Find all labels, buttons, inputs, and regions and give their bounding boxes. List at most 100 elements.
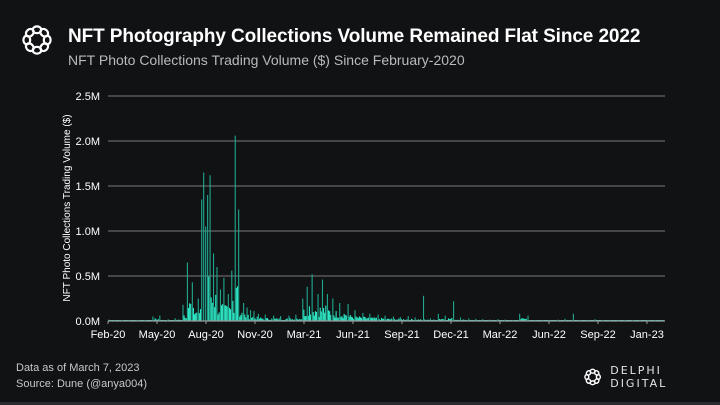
volume-bar <box>229 309 232 321</box>
volume-bar <box>411 318 413 321</box>
volume-bar <box>177 319 179 321</box>
volume-bar <box>523 318 525 321</box>
volume-bar <box>192 307 194 321</box>
volume-bar <box>323 307 325 321</box>
volume-bar <box>433 319 435 321</box>
volume-bar <box>275 318 277 321</box>
volume-bar <box>520 319 522 321</box>
volume-bar <box>299 319 301 321</box>
volume-bar <box>444 315 446 321</box>
volume-bar <box>224 305 226 321</box>
volume-bar <box>366 318 368 321</box>
volume-bar <box>254 318 256 321</box>
volume-bar <box>437 313 439 321</box>
volume-bar <box>339 303 341 321</box>
volume-bar <box>388 319 391 321</box>
volume-bar <box>278 318 280 321</box>
volume-bar <box>311 274 313 321</box>
volume-bar <box>350 316 352 321</box>
volume-bar <box>231 270 233 321</box>
volume-bar <box>205 226 207 321</box>
x-tick-label: Aug-20 <box>188 329 223 341</box>
volume-bar <box>557 319 559 321</box>
volume-bar <box>351 317 354 321</box>
volume-bar <box>251 317 253 321</box>
volume-bar <box>459 317 462 321</box>
volume-bar <box>286 318 288 321</box>
volume-bar <box>329 311 331 321</box>
volume-bar <box>220 305 223 321</box>
volume-bar <box>190 303 192 321</box>
volume-bar <box>253 311 255 321</box>
volume-bar <box>306 286 308 321</box>
volume-bar <box>309 314 312 321</box>
volume-bar <box>497 319 499 321</box>
volume-bar <box>394 319 396 321</box>
x-tick-label: Sep-21 <box>384 329 419 341</box>
volume-bar <box>356 317 358 321</box>
volume-bar <box>276 318 278 321</box>
volume-bar <box>391 318 393 321</box>
volume-bar <box>236 286 238 321</box>
volume-bar <box>214 307 216 321</box>
volume-bar <box>243 303 245 321</box>
volume-bar <box>438 319 440 321</box>
volume-bar <box>233 312 235 321</box>
volume-bar <box>321 279 324 321</box>
volume-bar <box>441 319 443 321</box>
volume-bar <box>359 317 362 321</box>
volume-bar <box>386 318 388 321</box>
volume-bar <box>232 300 234 321</box>
volume-bar <box>371 317 373 321</box>
volume-bar <box>318 316 320 321</box>
brand-name: DELPHI DIGITAL <box>610 364 668 390</box>
y-tick-label: 2.5M <box>76 91 100 103</box>
data-date-note: Data as of March 7, 2023 <box>16 362 140 374</box>
volume-bar <box>400 319 403 321</box>
y-tick-label: 1.5M <box>76 181 100 193</box>
volume-bar <box>244 314 246 321</box>
volume-bar <box>462 319 464 321</box>
grid-lines <box>108 95 665 277</box>
volume-bar <box>319 307 321 321</box>
volume-bar <box>308 306 310 321</box>
volume-bar <box>453 301 455 321</box>
volume-bar <box>201 199 203 321</box>
volume-bar <box>327 310 330 321</box>
volume-bar <box>442 318 444 321</box>
volume-bar <box>235 288 237 321</box>
delphi-logo-icon <box>22 25 52 55</box>
volume-bar <box>247 314 249 321</box>
bar-chart: 0.0M 0.5M 1.0M 1.5M 2.0M 2.5M Feb-20 May-20 Aug… <box>62 91 665 341</box>
x-tick-label: Nov-20 <box>237 329 272 341</box>
volume-bar <box>183 315 185 321</box>
volume-bar <box>387 318 389 321</box>
volume-bar <box>263 319 265 321</box>
volume-bar <box>238 209 240 321</box>
volume-bar <box>336 317 338 321</box>
volume-bar <box>357 317 359 321</box>
volume-bar <box>302 298 304 321</box>
volume-bar <box>262 318 264 321</box>
volume-bar <box>196 312 198 321</box>
volume-bar <box>215 294 217 321</box>
volume-bar <box>239 316 241 321</box>
volume-bar <box>304 316 306 321</box>
volume-bar <box>372 318 374 321</box>
volume-bar <box>383 318 385 321</box>
volume-bar <box>274 318 276 321</box>
volume-bar <box>246 307 248 321</box>
y-tick-label: 0.0M <box>76 316 100 328</box>
volume-bar <box>519 313 521 321</box>
chart-subtitle: NFT Photo Collections Trading Volume ($)… <box>68 52 465 68</box>
volume-bar <box>218 312 220 321</box>
volume-bar <box>365 318 367 321</box>
volume-bar <box>211 302 213 321</box>
volume-bar <box>154 318 156 321</box>
volume-bar <box>475 318 477 321</box>
volume-bar <box>439 319 442 321</box>
volume-bar <box>370 317 372 321</box>
volume-bar <box>312 312 314 321</box>
volume-bar <box>289 318 291 321</box>
volume-bar <box>572 313 574 321</box>
